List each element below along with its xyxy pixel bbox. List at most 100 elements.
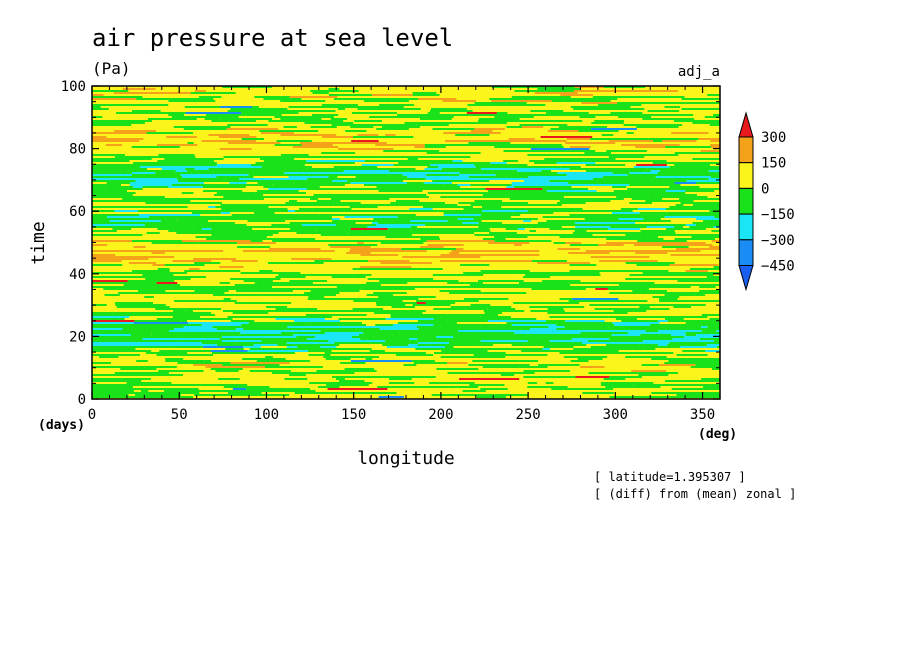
field-cell [133, 246, 146, 248]
field-cell [672, 338, 701, 340]
field-cell [92, 116, 103, 118]
field-cell [645, 330, 659, 332]
field-cell [149, 396, 193, 398]
field-cell [445, 140, 473, 142]
field-cell [559, 236, 602, 238]
field-cell [299, 160, 307, 162]
field-cell [487, 320, 547, 322]
field-cell [692, 158, 720, 160]
field-cell [135, 180, 179, 182]
field-cell [227, 232, 279, 234]
field-cell [418, 156, 471, 158]
field-cell [178, 180, 233, 182]
field-cell [575, 210, 633, 212]
field-cell [618, 284, 639, 286]
field-cell [494, 394, 529, 396]
field-cell [472, 360, 519, 362]
field-cell [379, 104, 407, 106]
field-cell [600, 324, 615, 326]
field-cell [620, 232, 676, 234]
field-cell [309, 382, 328, 384]
field-cell [278, 274, 309, 276]
field-cell [485, 144, 495, 146]
field-cell [651, 392, 665, 394]
field-cell [659, 298, 678, 300]
field-cell [136, 200, 173, 202]
field-cell [345, 130, 367, 132]
field-cell [519, 204, 562, 206]
field-cell [115, 304, 166, 306]
field-cell [557, 202, 586, 204]
field-cell [114, 302, 153, 304]
field-cell [383, 150, 440, 152]
field-cell [626, 132, 634, 134]
field-cell [647, 168, 675, 170]
field-cell [92, 256, 120, 258]
field-cell [279, 250, 335, 252]
field-cell [581, 102, 617, 104]
field-cell [381, 126, 420, 128]
field-cell [385, 134, 396, 136]
field-cell [281, 196, 298, 198]
field-cell [530, 110, 564, 112]
field-cell [246, 388, 287, 390]
field-cell [255, 192, 275, 194]
field-cell [523, 370, 571, 372]
field-cell [423, 182, 452, 184]
field-cell [593, 178, 653, 180]
field-cell [491, 172, 514, 174]
y-tick-label: 100 [61, 79, 86, 95]
field-cell [350, 126, 374, 128]
field-cell [416, 300, 455, 302]
field-cell [185, 112, 242, 114]
field-cell [360, 254, 381, 256]
field-cell [339, 326, 365, 328]
field-cell [680, 346, 705, 348]
field-cell [620, 270, 669, 272]
field-cell [659, 300, 691, 302]
field-cell [98, 190, 127, 192]
field-cell [543, 346, 574, 348]
field-cell [566, 174, 628, 176]
field-cell [412, 94, 440, 96]
field-cell [397, 114, 413, 116]
field-cell [133, 198, 181, 200]
field-cell [276, 216, 332, 218]
field-cell [180, 198, 220, 200]
field-cell [212, 326, 270, 328]
y-tick-label: 20 [69, 329, 86, 345]
field-cell [431, 344, 475, 346]
field-cell [666, 228, 691, 230]
field-cell [484, 338, 532, 340]
field-cell [254, 212, 275, 214]
field-cell [519, 282, 569, 284]
field-cell [322, 294, 336, 296]
field-cell [525, 198, 540, 200]
field-cell [414, 146, 425, 148]
field-cell [568, 300, 629, 302]
field-cell [661, 326, 701, 328]
field-cell [185, 310, 193, 312]
field-cell [365, 356, 379, 358]
field-cell [526, 342, 583, 344]
field-cell [592, 96, 614, 98]
field-cell [316, 296, 325, 298]
field-cell [337, 108, 346, 110]
field-cell [427, 166, 439, 168]
field-cell [710, 384, 720, 386]
field-cell [653, 140, 663, 142]
field-cell [662, 246, 689, 248]
field-cell [506, 126, 523, 128]
field-cell [557, 208, 565, 210]
field-cell [665, 328, 705, 330]
colorbar-segment [738, 187, 754, 215]
field-cell [272, 352, 295, 354]
field-cell [398, 162, 413, 164]
field-cell [616, 338, 673, 340]
field-cell [92, 210, 115, 212]
field-cell [92, 388, 137, 390]
field-cell [261, 132, 294, 134]
field-cell [159, 350, 167, 352]
field-cell [674, 152, 720, 154]
field-cell [532, 260, 567, 262]
